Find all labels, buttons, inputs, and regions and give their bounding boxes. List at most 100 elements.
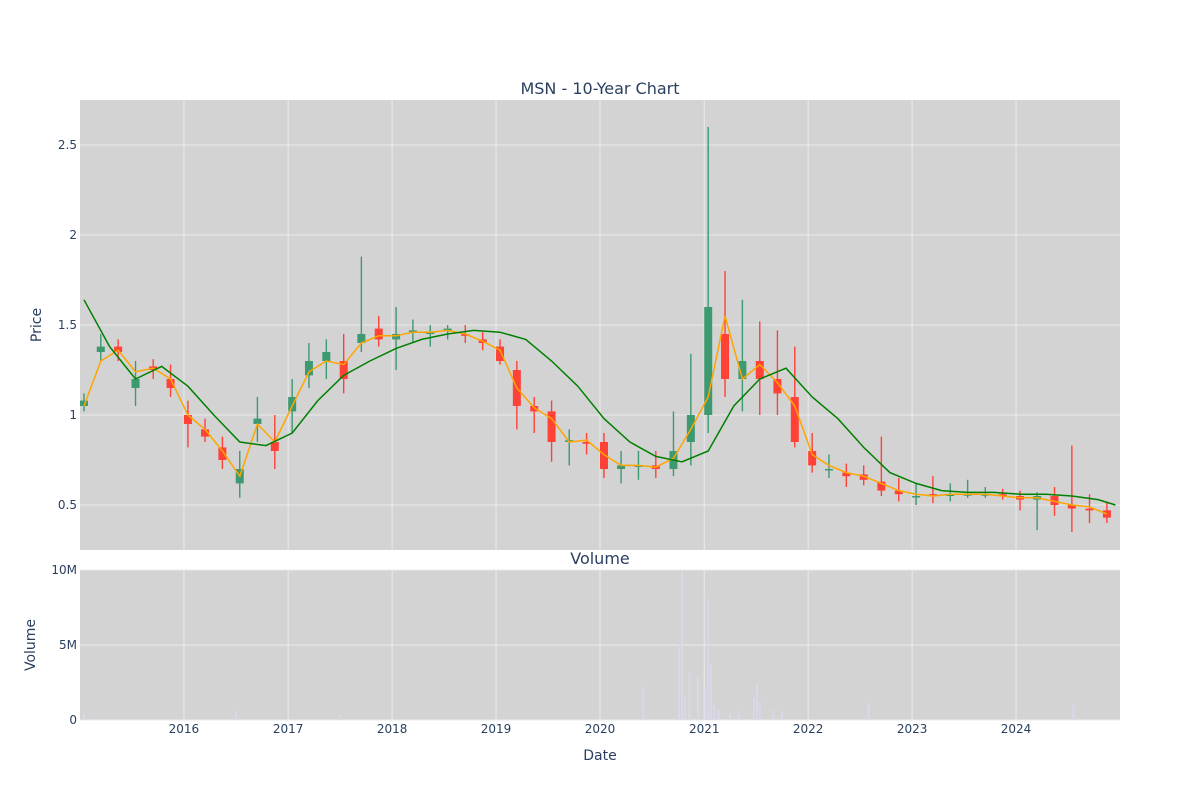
candle-body-13	[304, 361, 313, 376]
candle-body-21	[443, 328, 452, 331]
volume-bar-1	[234, 711, 237, 720]
price-y-tick-label-3: 2	[69, 228, 77, 242]
candle-body-14	[322, 352, 331, 361]
candle-body-45	[859, 474, 868, 480]
price-y-axis-title: Price	[29, 308, 45, 342]
x-tick-label-2020: 2020	[585, 722, 616, 736]
candle-body-57	[1067, 505, 1076, 509]
candle-body-48	[912, 496, 921, 498]
volume-bar-12	[713, 705, 716, 720]
candle-body-59	[1102, 510, 1111, 518]
candle-body-19	[408, 330, 417, 333]
candle-body-10	[253, 418, 262, 424]
candle-body-20	[426, 332, 435, 334]
volume-bar-21	[867, 703, 870, 720]
moving-average-lines	[83, 299, 1116, 515]
volume-y-axis-title: Volume	[23, 619, 39, 671]
volume-bar-9	[704, 687, 707, 720]
price-gridlines	[80, 100, 1120, 550]
candle-body-6	[183, 415, 192, 424]
volume-bars	[82, 571, 1075, 720]
candle-body-0	[79, 400, 88, 406]
candle-body-29	[582, 442, 591, 444]
volume-bar-8	[696, 678, 699, 720]
candle-body-16	[357, 334, 366, 343]
x-axis-title: Date	[583, 748, 616, 764]
candle-body-24	[496, 346, 505, 361]
candle-body-30	[599, 442, 608, 469]
price-y-ticks: 0.5 1 1.5 2 2.5	[58, 138, 77, 512]
volume-y-tick-label-2: 10M	[51, 563, 77, 577]
candle-body-11	[270, 442, 279, 451]
chart-title: MSN - 10-Year Chart	[520, 79, 679, 98]
x-tick-label-2021: 2021	[689, 722, 720, 736]
volume-bar-3	[642, 687, 645, 720]
price-y-tick-label-1: 1	[69, 408, 77, 422]
candle-body-8	[218, 447, 227, 460]
candle-body-40	[773, 379, 782, 394]
candle-body-27	[547, 411, 556, 442]
volume-bar-4	[678, 645, 681, 720]
candle-body-7	[201, 429, 210, 437]
volume-bar-7	[688, 672, 691, 720]
candle-body-46	[877, 481, 886, 491]
volume-bar-6	[683, 697, 686, 720]
candle-body-43	[824, 469, 833, 471]
x-tick-label-2024: 2024	[1001, 722, 1032, 736]
volume-bar-22	[1072, 705, 1075, 720]
candle-body-39	[755, 361, 764, 379]
candle-body-12	[288, 397, 297, 412]
x-tick-label-2019: 2019	[481, 722, 512, 736]
candle-body-38	[738, 361, 747, 379]
volume-bar-5	[681, 571, 684, 720]
candle-body-37	[721, 334, 730, 379]
candle-body-3	[131, 379, 140, 388]
candle-body-26	[530, 406, 539, 412]
candle-body-50	[946, 494, 955, 496]
price-y-tick-label-2: 1.5	[58, 318, 77, 332]
date-x-ticks: 2016 2017 2018 2019 2020 2021 2022 2023 2024	[169, 722, 1032, 736]
volume-bar-11	[710, 664, 713, 720]
candle-body-44	[842, 472, 851, 477]
volume-bar-18	[758, 702, 761, 720]
volume-bar-15	[737, 711, 740, 720]
price-y-tick-label-0: 0.5	[58, 498, 77, 512]
candle-body-5	[166, 379, 175, 388]
candle-body-53	[998, 494, 1007, 496]
volume-gridlines	[80, 569, 1120, 721]
candle-body-22	[461, 334, 470, 336]
volume-bar-17	[755, 684, 758, 720]
candle-body-15	[339, 361, 348, 379]
volume-bar-14	[728, 712, 731, 720]
moving-average-short-line	[83, 315, 1108, 515]
candle-body-1	[96, 346, 105, 352]
candle-body-41	[790, 397, 799, 442]
candle-body-49	[928, 494, 937, 496]
volume-bar-13	[717, 709, 720, 720]
candle-body-42	[808, 451, 817, 466]
candle-body-58	[1085, 508, 1094, 511]
x-tick-label-2018: 2018	[377, 722, 408, 736]
x-tick-label-2016: 2016	[169, 722, 200, 736]
moving-average-long-line	[83, 299, 1116, 506]
candle-body-31	[617, 465, 626, 469]
volume-title: Volume	[570, 549, 630, 568]
volume-y-ticks: 0 5M 10M	[51, 563, 77, 727]
x-tick-label-2017: 2017	[273, 722, 304, 736]
volume-bar-0	[82, 714, 85, 720]
volume-bar-20	[780, 711, 783, 720]
volume-bar-10	[707, 598, 710, 720]
candle-body-2	[114, 346, 123, 352]
candle-body-17	[374, 328, 383, 340]
x-tick-label-2023: 2023	[897, 722, 928, 736]
price-y-tick-label-4: 2.5	[58, 138, 77, 152]
candle-body-36	[704, 307, 713, 415]
volume-bar-19	[772, 709, 775, 720]
volume-y-tick-label-1: 5M	[59, 638, 77, 652]
volume-bar-16	[753, 697, 756, 720]
candle-body-56	[1050, 496, 1059, 505]
volume-y-tick-label-0: 0	[69, 713, 77, 727]
x-tick-label-2022: 2022	[793, 722, 824, 736]
candle-body-18	[392, 334, 401, 340]
